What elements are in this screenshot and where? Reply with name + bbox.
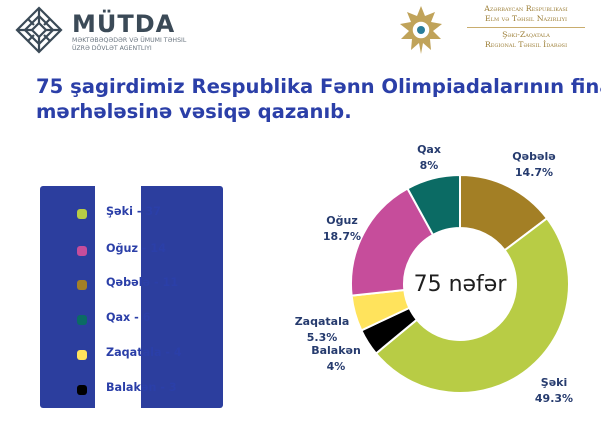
slice-percent-label: 5.3% bbox=[307, 331, 338, 344]
region-line1: Şəki-Zaqatala bbox=[502, 30, 550, 39]
legend-item: Şəki - 37 bbox=[40, 204, 223, 224]
logo-subtitle: Məktəbəqədər və ümumi təhsil üzrə dövlət… bbox=[72, 37, 222, 53]
mutda-logo-icon bbox=[15, 6, 63, 54]
legend-label: Qəbələ - 11 bbox=[106, 276, 179, 289]
legend-swatch bbox=[77, 280, 87, 290]
ministry-emblem-icon bbox=[400, 6, 442, 54]
pie-center-hole bbox=[404, 228, 516, 340]
slice-name-label: Şəki bbox=[541, 376, 567, 389]
legend-label: Balakən - 3 bbox=[106, 381, 177, 394]
slice-name-label: Balakən bbox=[311, 344, 361, 357]
slice-name-label: Qəbələ bbox=[512, 150, 555, 163]
legend-label: Şəki - 37 bbox=[106, 205, 161, 218]
pie-chart: 75 nəfər Qəbələ 14.7% Şəki 49.3% Balakən 4% Za… bbox=[295, 143, 573, 405]
slice-percent-label: 4% bbox=[327, 360, 346, 373]
slice-percent-label: 14.7% bbox=[515, 166, 553, 179]
legend-item: Balakən - 3 bbox=[40, 380, 223, 400]
chart-legend: Şəki - 37 Oğuz - 14 Qəbələ - 11 Qax - 6 Zaqa… bbox=[40, 186, 223, 408]
slice-name-label: Zaqatala bbox=[295, 315, 350, 328]
slice-name-label: Oğuz bbox=[326, 214, 357, 227]
ministry-divider bbox=[467, 27, 585, 28]
logo-name: MÜTDA bbox=[72, 10, 176, 38]
logo-subtitle-line2: üzrə dövlət agentliyi bbox=[72, 45, 152, 52]
legend-item: Zaqatala - 4 bbox=[40, 345, 223, 365]
page-title: 75 şagirdimiz Respublika Fənn Olimpiadal… bbox=[36, 74, 601, 124]
slice-percent-label: 49.3% bbox=[535, 392, 573, 405]
legend-item: Qəbələ - 11 bbox=[40, 275, 223, 295]
ministry-line1: Azərbaycan Respublikası bbox=[484, 4, 568, 13]
legend-label: Qax - 6 bbox=[106, 311, 151, 324]
legend-swatch bbox=[77, 246, 87, 256]
ministry-text: Azərbaycan Respublikası Elm və Təhsil Na… bbox=[452, 4, 600, 50]
slice-name-label: Qax bbox=[417, 143, 441, 156]
legend-swatch bbox=[77, 315, 87, 325]
legend-white-strip bbox=[95, 186, 141, 408]
page-title-line2: mərhələsinə vəsiqə qazanıb. bbox=[36, 100, 352, 123]
legend-swatch bbox=[77, 350, 87, 360]
legend-label: Oğuz - 14 bbox=[106, 242, 166, 255]
page-title-line1: 75 şagirdimiz Respublika Fənn Olimpiadal… bbox=[36, 75, 601, 98]
ministry-line2: Elm və Təhsil Nazirliyi bbox=[485, 14, 567, 23]
pie-center-label: 75 nəfər bbox=[414, 272, 508, 297]
slice-percent-label: 8% bbox=[420, 159, 439, 172]
region-line2: Regional Təhsil İdarəsi bbox=[484, 40, 568, 49]
legend-swatch bbox=[77, 385, 87, 395]
logo-subtitle-line1: Məktəbəqədər və ümumi təhsil bbox=[72, 37, 187, 44]
legend-label: Zaqatala - 4 bbox=[106, 346, 182, 359]
slice-percent-label: 18.7% bbox=[323, 230, 361, 243]
page-header: MÜTDA Məktəbəqədər və ümumi təhsil üzrə … bbox=[0, 0, 601, 62]
legend-item: Oğuz - 14 bbox=[40, 241, 223, 261]
legend-item: Qax - 6 bbox=[40, 310, 223, 330]
legend-swatch bbox=[77, 209, 87, 219]
